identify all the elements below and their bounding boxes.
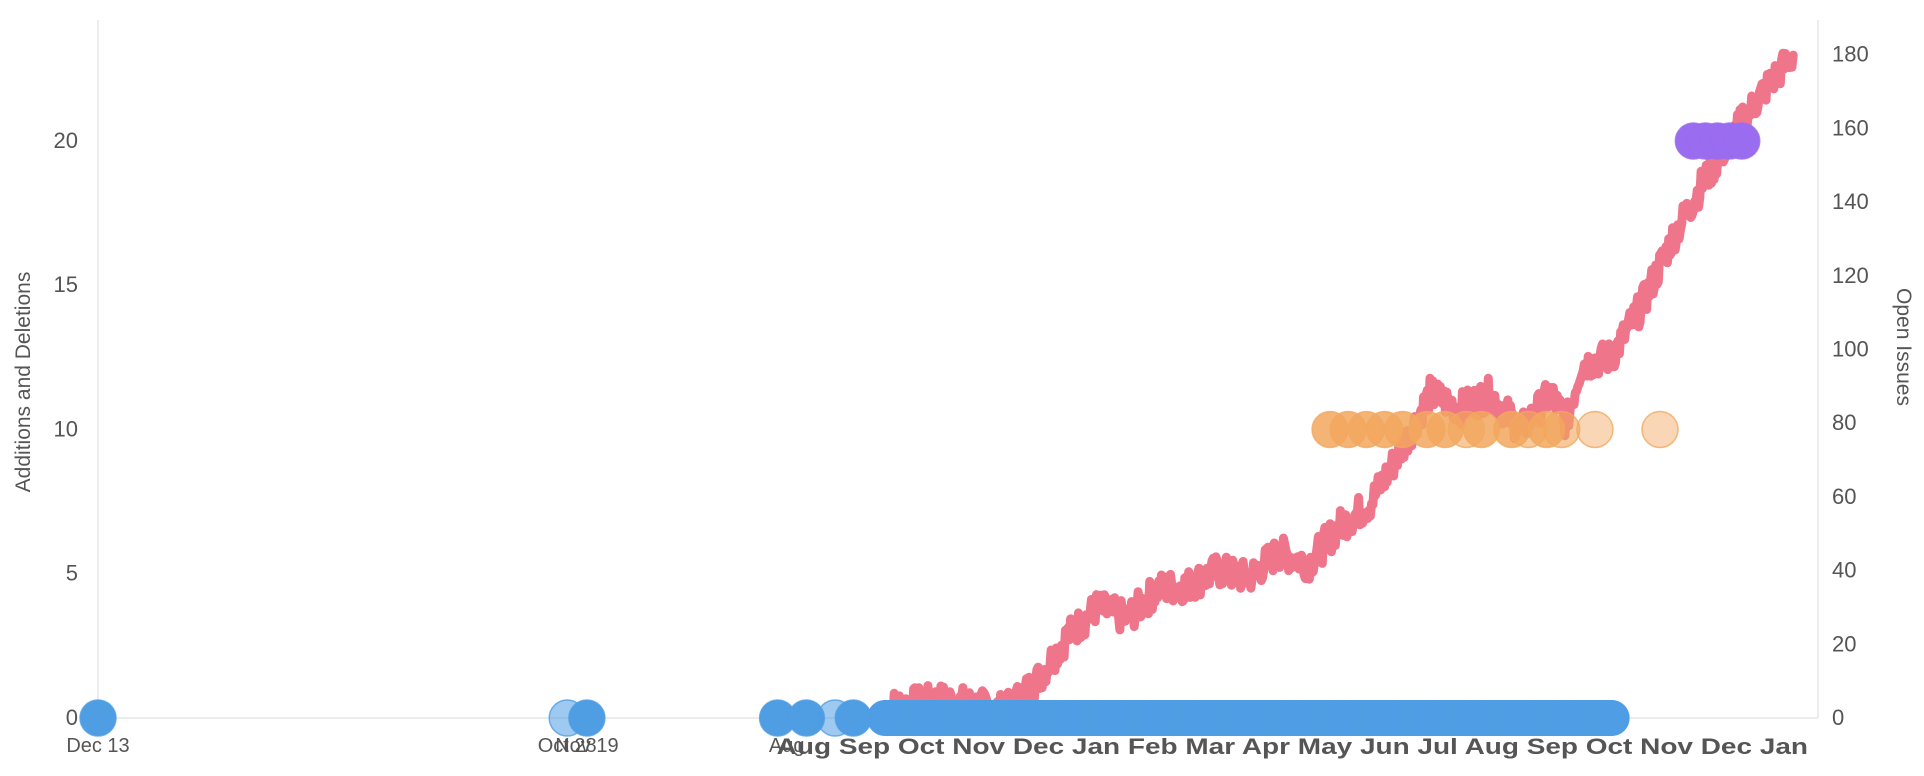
gridlines (97, 20, 1819, 719)
x-tick-label: Aug (769, 735, 805, 757)
orange-point (1542, 410, 1581, 449)
right-tick-label: 0 (1832, 705, 1844, 730)
blue-point (867, 700, 904, 736)
right-tick-label: 100 (1832, 337, 1869, 362)
blue-point (1593, 700, 1630, 736)
open-issues-line (880, 48, 1798, 723)
x-tick-label: Oct 28 (538, 735, 597, 757)
orange-point (1576, 410, 1614, 449)
blue-point (79, 699, 117, 737)
left-tick-label: 15 (54, 272, 78, 297)
blue-point (912, 700, 949, 736)
purple-point (1723, 122, 1761, 160)
right-tick-label: 120 (1832, 263, 1869, 288)
blue-point (1094, 700, 1131, 736)
blue-point (1048, 700, 1085, 736)
x-tick-label: Nov 19 (555, 735, 618, 757)
blue-point (1548, 700, 1585, 736)
right-tick-label: 180 (1832, 42, 1869, 67)
blue-point (1502, 700, 1539, 736)
right-tick-label: 40 (1832, 558, 1856, 583)
left-tick-label: 20 (54, 128, 78, 153)
right-tick-label: 160 (1832, 115, 1869, 140)
left-tick-label: 5 (66, 561, 78, 586)
blue-point (1003, 700, 1040, 736)
left-axis-ticks: 0 5 10 15 20 (54, 128, 78, 730)
blue-point (957, 700, 994, 736)
right-tick-label: 140 (1832, 189, 1869, 214)
blue-point (1184, 700, 1221, 736)
blue-point (1366, 700, 1403, 736)
x-tick-crowded-labels: Aug Sep Oct Nov Dec Jan Feb Mar Apr May … (777, 734, 1808, 759)
blue-point (1230, 700, 1267, 736)
right-tick-label: 60 (1832, 484, 1856, 509)
right-tick-label: 20 (1832, 631, 1856, 656)
blue-point (568, 699, 606, 737)
left-axis-title: Additions and Deletions (12, 272, 35, 493)
right-axis-title: Open Issues (1892, 288, 1915, 406)
open-issues-line-layer (880, 48, 1798, 723)
blue-point (1457, 700, 1494, 736)
blue-point (1275, 700, 1312, 736)
x-tick-label: Dec 13 (66, 735, 129, 757)
blue-point (1139, 700, 1176, 736)
right-tick-label: 80 (1832, 410, 1856, 435)
orange-point (1641, 410, 1679, 449)
left-tick-label: 10 (54, 416, 78, 441)
right-axis-ticks: 0 20 40 60 80 100 120 140 160 180 (1832, 42, 1869, 730)
left-tick-label: 0 (66, 705, 78, 730)
blue-point (1411, 700, 1448, 736)
blue-point (1321, 700, 1358, 736)
markers-layer (79, 122, 1761, 737)
blue-point (834, 699, 873, 737)
